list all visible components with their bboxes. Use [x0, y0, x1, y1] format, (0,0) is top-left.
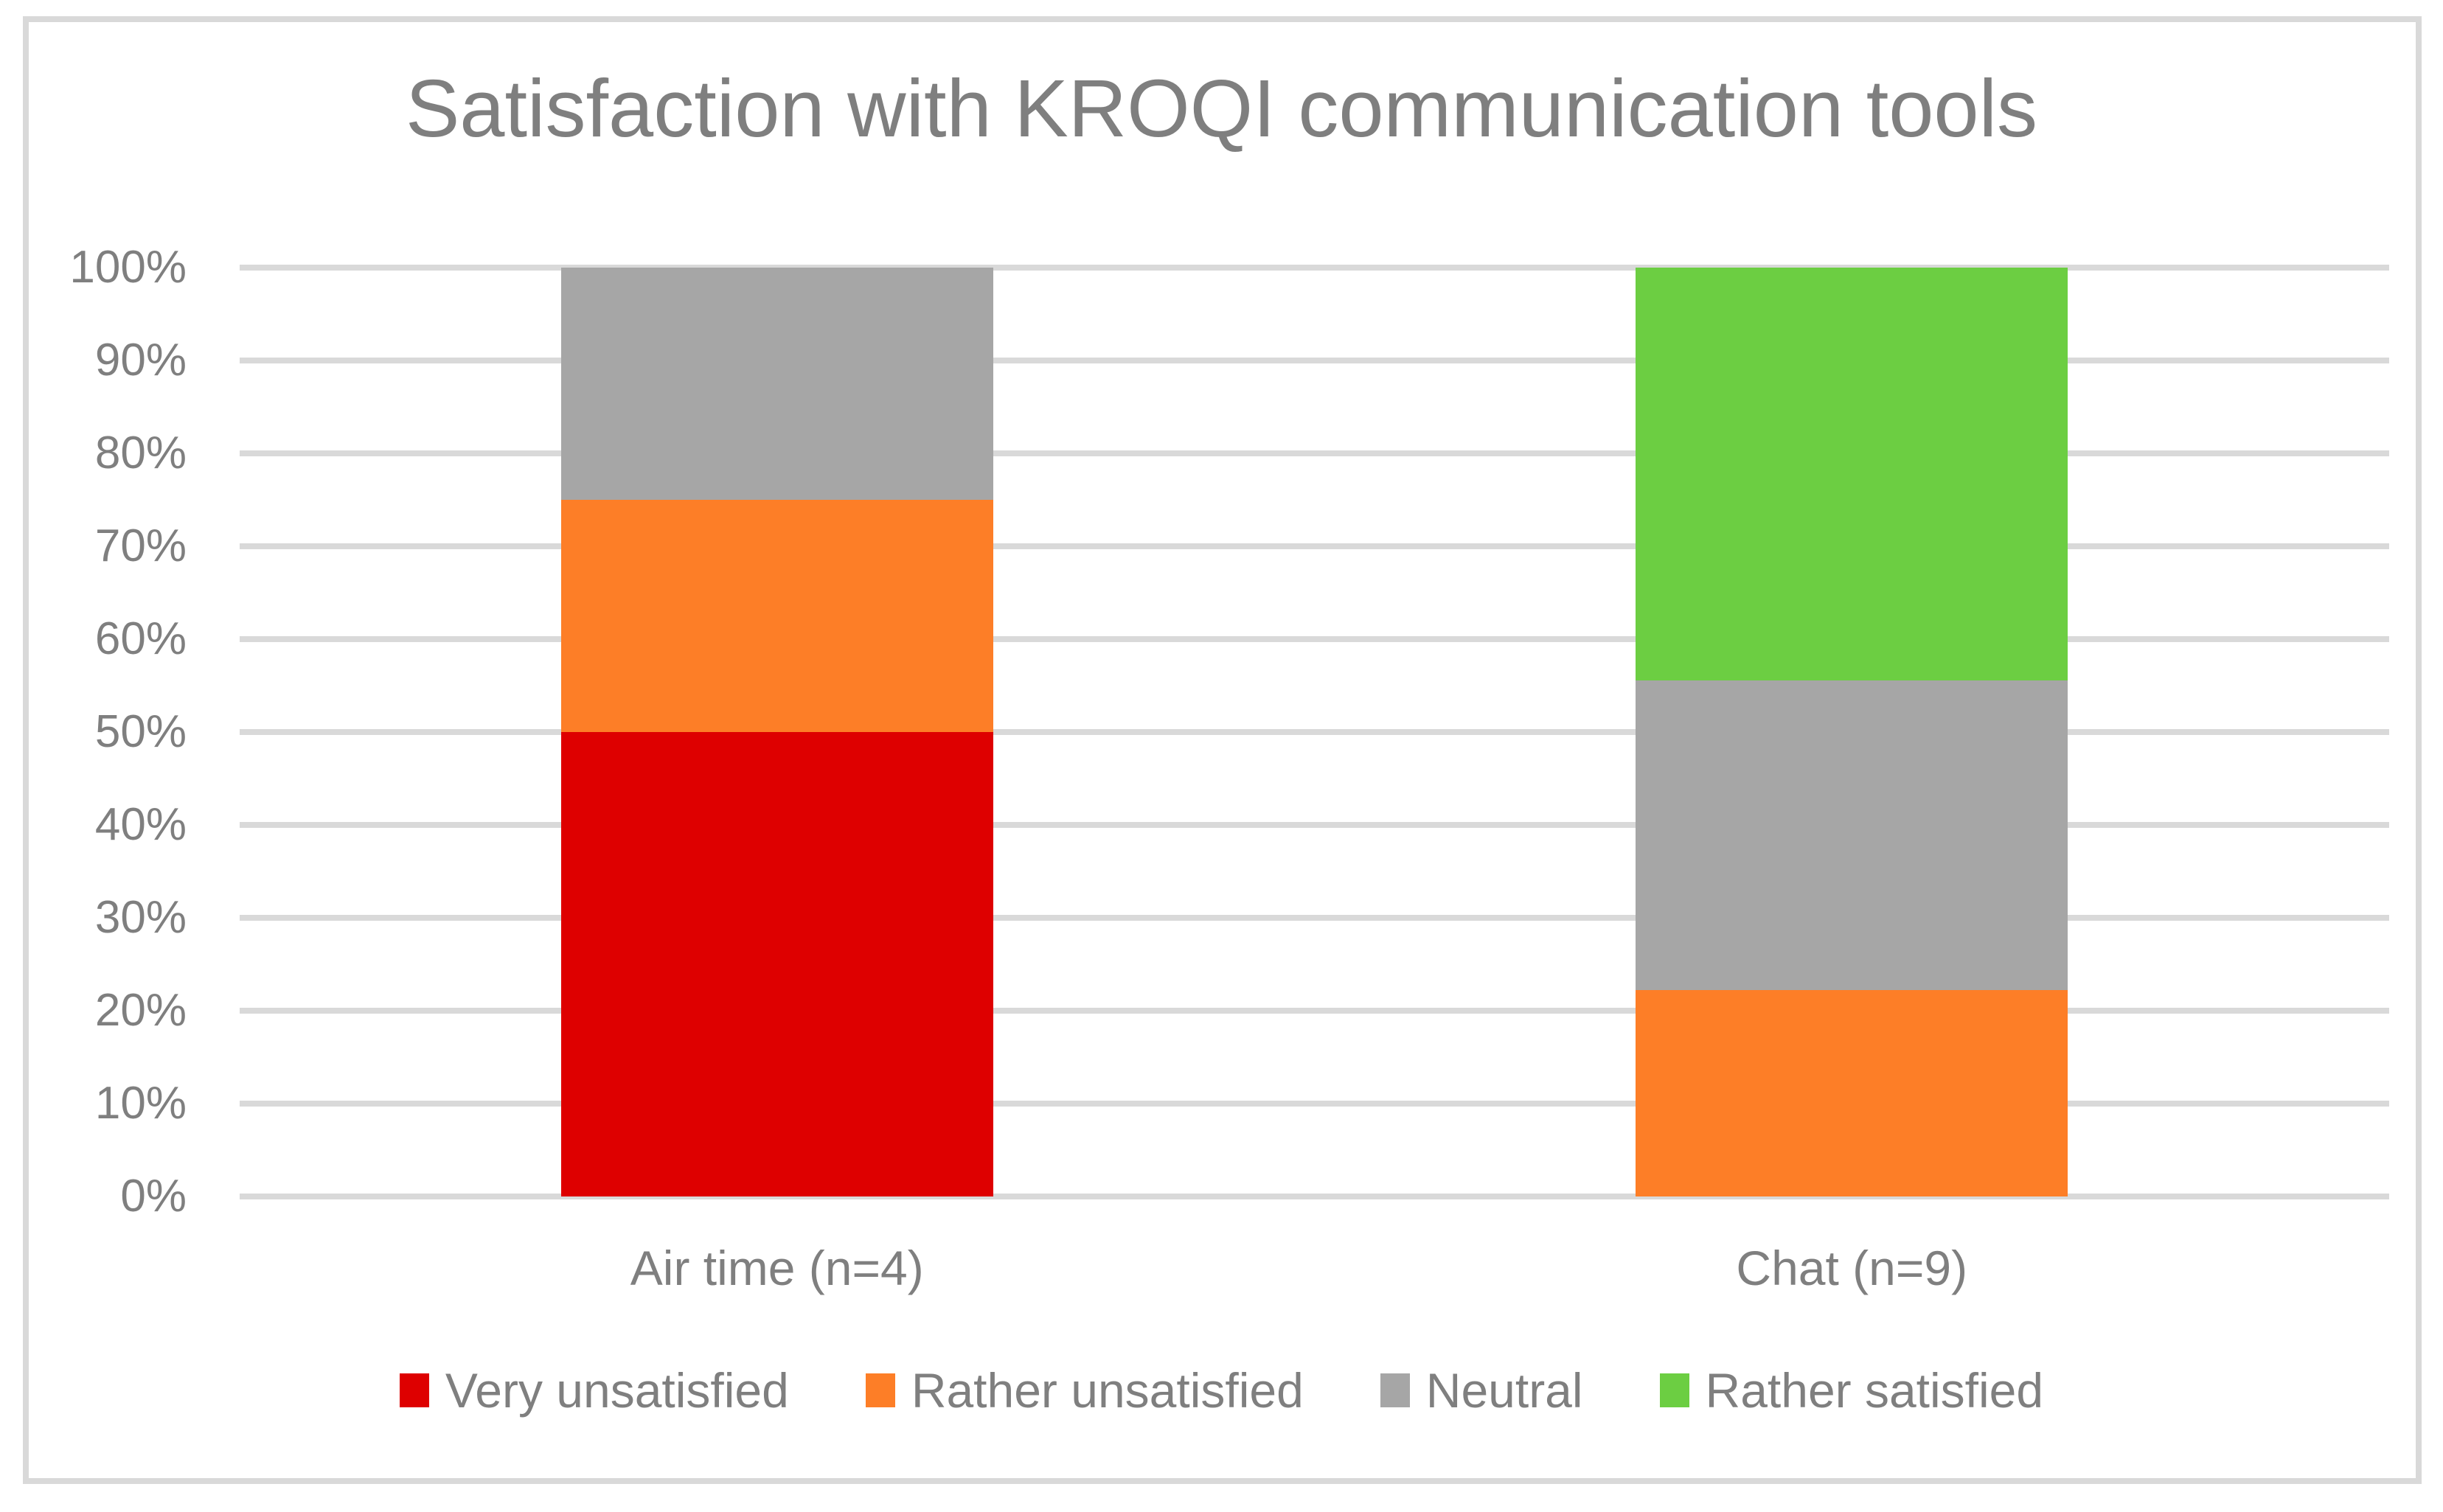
- legend-item-very-unsatisfied: Very unsatisfied: [399, 1362, 789, 1418]
- y-axis-tick-label: 70%: [94, 520, 187, 571]
- legend: Very unsatisfied Rather unsatisfied Neutra…: [0, 1362, 2443, 1418]
- gridline: [240, 915, 2389, 921]
- legend-label: Rather unsatisfied: [911, 1363, 1304, 1418]
- y-axis-tick-label: 80%: [94, 428, 187, 478]
- legend-label: Rather satisfied: [1705, 1363, 2044, 1418]
- x-axis-category-label: Air time (n=4): [630, 1241, 924, 1295]
- bar-segment-rather-unsatisfied: [560, 500, 993, 732]
- legend-swatch-icon: [1380, 1373, 1410, 1407]
- y-axis-tick-label: 60%: [94, 613, 187, 664]
- plot-area: [240, 265, 2389, 1199]
- y-axis-tick-label: 90%: [94, 335, 187, 386]
- gridline: [240, 729, 2389, 735]
- gridline: [240, 450, 2389, 456]
- bar-segment-very-unsatisfied: [560, 732, 993, 1196]
- y-axis-tick-label: 20%: [94, 985, 187, 1036]
- legend-label: Neutral: [1425, 1363, 1583, 1418]
- legend-swatch-icon: [399, 1373, 429, 1407]
- gridline: [240, 1101, 2389, 1107]
- legend-item-rather-satisfied: Rather satisfied: [1659, 1362, 2044, 1418]
- legend-swatch-icon: [1659, 1373, 1689, 1407]
- legend-item-neutral: Neutral: [1380, 1362, 1583, 1418]
- y-axis-tick-label: 100%: [69, 242, 187, 293]
- y-axis-tick-label: 30%: [94, 892, 187, 943]
- y-axis-tick-label: 10%: [94, 1078, 187, 1129]
- gridline: [240, 1194, 2389, 1199]
- legend-item-rather-unsatisfied: Rather unsatisfied: [865, 1362, 1304, 1418]
- stacked-bar-chat-n-9-: [1636, 268, 2068, 1196]
- gridline: [240, 636, 2389, 642]
- bar-segment-neutral: [560, 268, 993, 500]
- legend-label: Very unsatisfied: [445, 1363, 789, 1418]
- bar-segment-rather-satisfied: [1636, 268, 2068, 681]
- bar-segment-neutral: [1636, 680, 2068, 991]
- bar-segment-rather-unsatisfied: [1636, 990, 2068, 1196]
- y-axis-tick-label: 50%: [94, 706, 187, 757]
- x-axis-category-label: Chat (n=9): [1736, 1241, 1968, 1295]
- y-axis-tick-label: 0%: [120, 1171, 187, 1222]
- chart-title: Satisfaction with KROQI communication to…: [405, 63, 2038, 154]
- gridline: [240, 358, 2389, 363]
- y-axis-tick-label: 40%: [94, 799, 187, 850]
- gridline: [240, 265, 2389, 271]
- gridline: [240, 543, 2389, 549]
- gridline: [240, 822, 2389, 828]
- gridline: [240, 1008, 2389, 1014]
- legend-swatch-icon: [865, 1373, 895, 1407]
- stacked-bar-air-time-n-4-: [560, 268, 993, 1196]
